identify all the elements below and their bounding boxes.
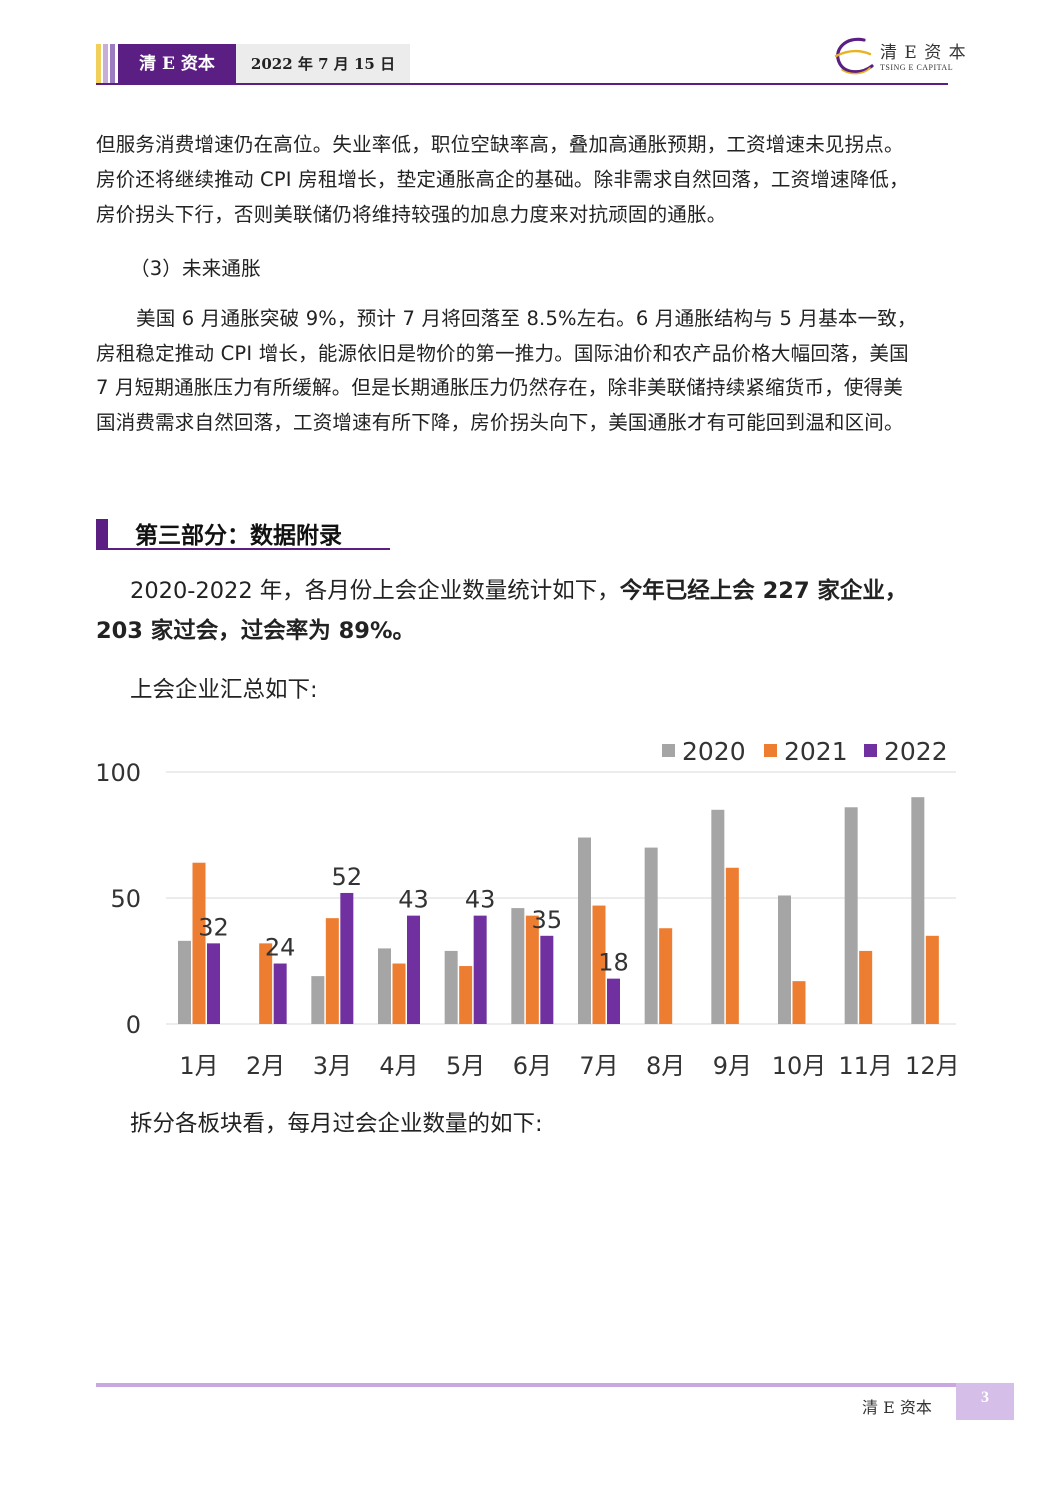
data-label: 32	[198, 913, 229, 941]
x-tick-label: 3月	[313, 1052, 352, 1080]
paragraph-line: 房价还将继续推动 CPI 房租增长，垫定通胀高企的基础。除非需求自然回落，工资增…	[96, 168, 909, 191]
x-tick-label: 8月	[646, 1052, 685, 1080]
x-tick-label: 12月	[905, 1052, 960, 1080]
y-tick-label: 0	[126, 1011, 141, 1039]
header-accent-bar	[96, 44, 101, 84]
paragraph-line: 房租稳定推动 CPI 增长，能源依旧是物价的第一推力。国际油价和农产品价格大幅回…	[96, 342, 909, 365]
x-tick-label: 5月	[446, 1052, 485, 1080]
footer-brand: 清 E 资本	[862, 1398, 932, 1417]
header-brand: 清 E 资本	[118, 44, 236, 84]
section-underline	[96, 548, 390, 550]
legend-swatch-2020	[662, 744, 675, 757]
stat-bold-text: 今年已经上会 227 家企业，	[619, 578, 908, 604]
logo-english-name: TSING E CAPITAL	[880, 63, 954, 72]
paragraph-line: 但服务消费增速仍在高位。失业率低，职位空缺率高，叠加高通胀预期，工资增速未见拐点…	[96, 133, 904, 156]
bar-2022	[607, 978, 620, 1024]
bar-2020	[911, 797, 925, 1024]
bar-2020	[711, 809, 725, 1024]
x-tick-label: 6月	[513, 1052, 552, 1080]
legend-swatch-2021	[764, 744, 777, 757]
legend-label-2021: 2021	[784, 737, 848, 766]
bar-2021	[725, 867, 739, 1024]
data-label: 24	[265, 934, 296, 962]
x-tick-label: 11月	[838, 1052, 893, 1080]
x-tick-label: 1月	[179, 1052, 218, 1080]
paragraph-line: 美国 6 月通胀突破 9%，预计 7 月将回落至 8.5%左右。6 月通胀结构与…	[136, 307, 917, 330]
bar-2020	[444, 950, 458, 1024]
data-label: 35	[532, 906, 563, 934]
x-tick-label: 9月	[713, 1052, 752, 1080]
bar-2021	[859, 950, 873, 1024]
bar-2021	[659, 928, 673, 1024]
bar-2020	[844, 807, 858, 1024]
stat-normal-text: 2020-2022 年，各月份上会企业数量统计如下，	[130, 578, 620, 604]
bar-2020	[311, 976, 325, 1024]
paragraph-line: 国消费需求自然回落，工资增速有所下降，房价拐头向下，美国通胀才有可能回到温和区间…	[96, 411, 904, 434]
paragraph-line: 房价拐头下行，否则美联储仍将维持较强的加息力度来对抗顽固的通胀。	[96, 203, 727, 226]
x-tick-label: 4月	[379, 1052, 418, 1080]
bar-2021	[192, 862, 206, 1024]
bar-2021	[325, 918, 339, 1024]
stat-line-1: 2020-2022 年，各月份上会企业数量统计如下，今年已经上会 227 家企业…	[130, 571, 970, 611]
header-accent-bar	[110, 44, 115, 84]
section-title: 第三部分：数据附录	[135, 523, 342, 549]
x-tick-label: 7月	[579, 1052, 618, 1080]
bar-2020	[578, 837, 591, 1024]
bar-2022	[407, 915, 420, 1024]
page-number: 3	[956, 1383, 1014, 1420]
footer-divider	[96, 1383, 956, 1387]
y-tick-label: 50	[110, 885, 141, 913]
bar-2020	[178, 940, 191, 1024]
paragraph-line: 7 月短期通胀压力有所缓解。但是长期通胀压力仍然存在，除非美联储持续紧缩货币，使…	[96, 376, 904, 399]
bar-2021	[259, 943, 273, 1024]
y-tick-label: 100	[95, 759, 141, 787]
stat-line-2: 203 家过会，过会率为 89%。	[96, 611, 966, 651]
bar-2022	[340, 892, 354, 1024]
bar-2020	[511, 908, 525, 1024]
data-label: 52	[332, 863, 363, 891]
bar-2020	[378, 948, 391, 1024]
header-accent-bar	[103, 44, 108, 84]
legend-swatch-2022	[864, 744, 877, 757]
logo-chinese-name: 清 E 资 本	[880, 43, 967, 63]
stat-bold-text: 203 家过会，过会率为 89%。	[96, 618, 415, 644]
section-marker	[96, 519, 108, 549]
legend-label-2020: 2020	[682, 737, 746, 766]
legend-label-2022: 2022	[884, 737, 948, 766]
bar-2020	[644, 847, 658, 1024]
bar-2021	[792, 981, 806, 1024]
bar-2022	[207, 943, 220, 1024]
bar-2021	[459, 966, 473, 1024]
bar-2021	[592, 905, 606, 1024]
bar-2021	[525, 915, 539, 1024]
header-date: 2022 年 7 月 15 日	[236, 44, 410, 84]
breakdown-label: 拆分各板块看，每月过会企业数量的如下:	[130, 1111, 543, 1137]
sub-heading: （3）未来通胀	[130, 257, 261, 280]
x-tick-label: 10月	[772, 1052, 827, 1080]
data-label: 43	[465, 886, 496, 914]
bar-2021	[925, 935, 939, 1024]
x-tick-label: 2月	[246, 1052, 285, 1080]
bar-2021	[392, 963, 406, 1024]
header-divider	[96, 83, 948, 85]
data-label: 43	[398, 886, 429, 914]
bar-2022	[540, 935, 554, 1024]
summary-label: 上会企业汇总如下:	[130, 677, 318, 703]
bar-2022	[473, 915, 487, 1024]
data-label: 18	[598, 949, 629, 977]
company-logo-icon	[834, 37, 874, 75]
bar-2020	[778, 895, 791, 1024]
monthly-listing-bar-chart: 0 50 100 32 1月 24 2月 52 3月 43 4月 43 5月 35 6月 18 7月 8月 9月 10…	[95, 737, 960, 1080]
bar-2022	[273, 963, 287, 1024]
